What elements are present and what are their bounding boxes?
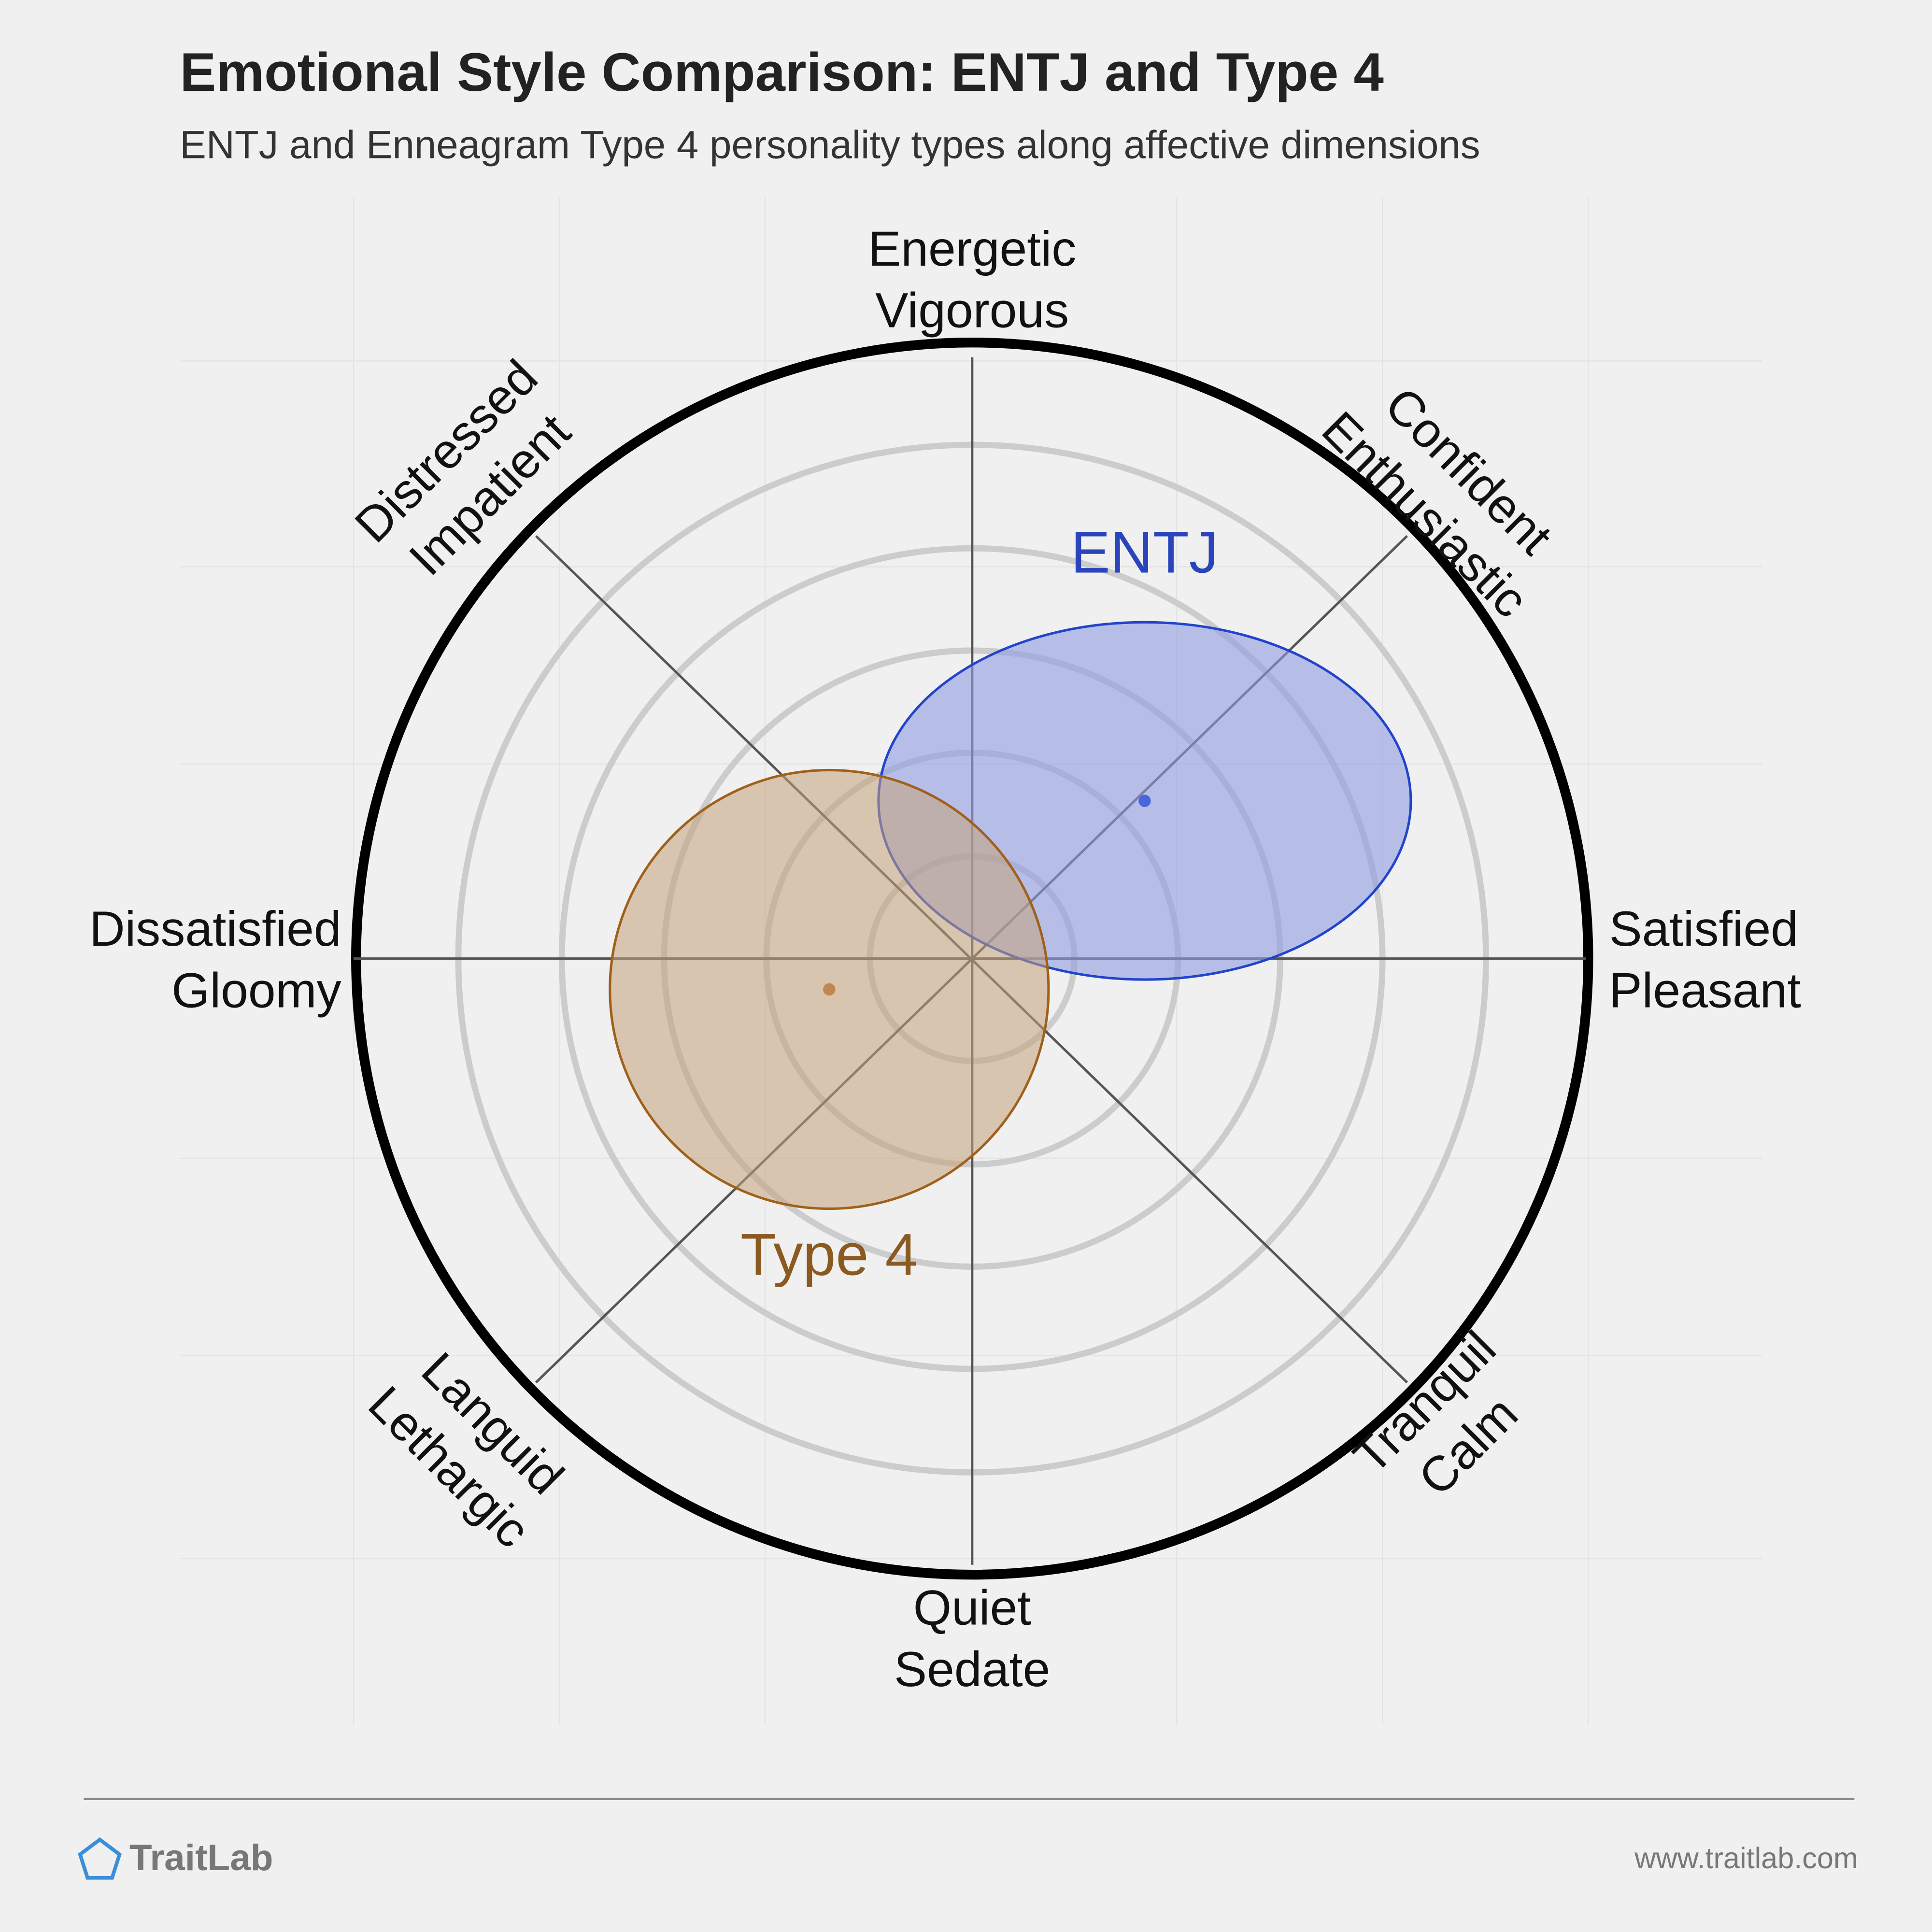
subtitle: ENTJ and Enneagram Type 4 personality ty… [180, 123, 1480, 167]
axis-label-line: Satisfied [1609, 901, 1798, 956]
axis-label-line: Vigorous [875, 283, 1069, 338]
axis-label-line: Energetic [868, 221, 1076, 276]
url: www.traitlab.com [1634, 1842, 1858, 1875]
axis-label: Satisfied Pleasant [1609, 901, 1801, 1018]
axis-label-line: Quiet [913, 1580, 1031, 1635]
logo-icon [78, 1837, 122, 1880]
group-label: Type 4 [740, 1221, 918, 1287]
axis-label: Quiet Sedate [894, 1580, 1050, 1697]
axis-label: Dissatisfied Gloomy [89, 901, 341, 1018]
axis-label-line: Sedate [894, 1642, 1050, 1697]
group-label: ENTJ [1071, 519, 1219, 585]
axis-label-line: Dissatisfied [89, 901, 341, 956]
axis-label-line: Pleasant [1609, 963, 1801, 1018]
axis-label: Energetic Vigorous [868, 221, 1076, 338]
type4-center [823, 983, 836, 996]
title: Emotional Style Comparison: ENTJ and Typ… [180, 42, 1383, 102]
entj-center [1138, 795, 1151, 807]
brand: TraitLab [129, 1837, 273, 1878]
axis-label-line: Gloomy [171, 963, 341, 1018]
